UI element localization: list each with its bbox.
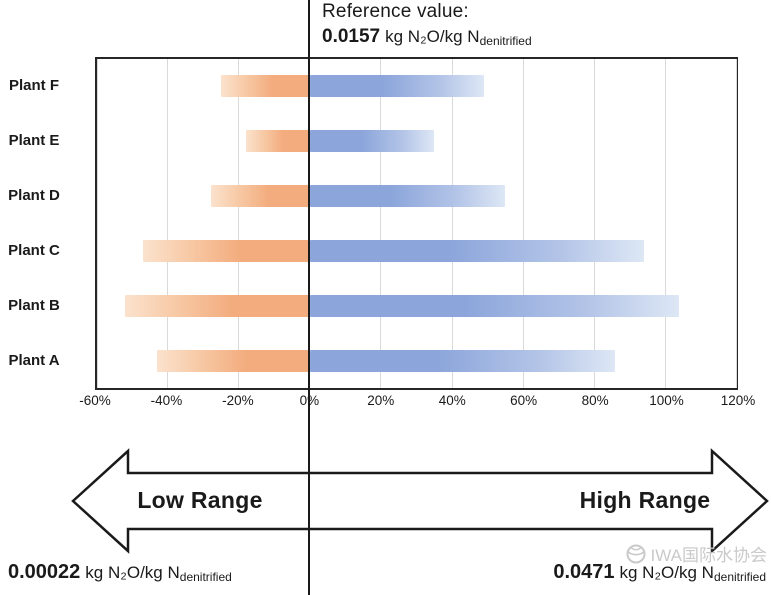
bar-high-plant-a [309,349,616,372]
reference-unit: kg N₂O/kg N [385,27,480,46]
reference-value: 0.0157 [322,26,381,47]
x-tick-label: -20% [222,393,254,408]
reference-line [308,0,310,595]
reference-unit-subscript: denitrified [479,34,532,48]
bar-low-plant-d [210,185,310,208]
low-extreme-value: 0.00022 kg N₂O/kg Ndenitrified [8,561,232,584]
x-axis-labels: -60%-40%-20%0%20%40%60%80%100%120% [79,393,755,411]
x-tick-label: 20% [367,393,395,408]
gridline-40 [451,59,453,388]
bar-high-plant-b [309,294,680,317]
range-arrow-shape [71,448,769,554]
bar-high-plant-c [309,239,644,262]
category-labels: Plant F Plant E Plant D Plant C Plant B Plant… [0,57,70,390]
category-label-plant-d: Plant D [8,187,60,205]
gridline-60 [522,59,524,388]
bar-low-plant-e [246,130,310,153]
low-extreme-number: 0.00022 [8,561,81,583]
x-tick-label: -40% [150,393,183,408]
x-tick-label: 120% [720,393,756,408]
bar-low-plant-f [221,75,310,98]
x-tick-label: 40% [438,393,466,408]
high-extreme-number: 0.0471 [553,561,615,583]
category-label-plant-c: Plant C [8,241,60,259]
watermark-text: IWA国际水协会 [650,546,767,565]
high-extreme-value: 0.0471 kg N₂O/kg Ndenitrified [553,561,766,584]
x-tick-label: 80% [581,393,609,408]
reference-value-line: 0.0157 kg N₂O/kg Ndenitrified [322,26,532,48]
high-extreme-unit: kg N₂O/kg N [619,563,714,582]
bar-high-plant-d [309,185,506,208]
gridline--20 [238,59,240,388]
reference-annotation: Reference value: 0.0157 kg N₂O/kg Ndenitr… [322,1,532,48]
high-extreme-unit-subscript: denitrified [713,570,766,584]
gridline-20 [380,59,382,388]
plot-area [95,57,738,390]
low-extreme-unit-subscript: denitrified [179,570,232,584]
low-extreme-unit: kg N₂O/kg N [85,563,180,582]
x-tick-label: 100% [649,393,684,408]
gridline--40 [167,59,169,388]
bar-high-plant-f [309,75,484,98]
category-label-plant-f: Plant F [8,77,59,95]
low-range-label: Low Range [137,487,263,513]
gridline-80 [593,59,595,388]
category-label-plant-b: Plant B [8,296,60,314]
bar-low-plant-c [143,239,310,262]
bar-high-plant-e [309,130,435,153]
watermark: IWA国际水协会 [625,541,767,566]
iwa-globe-icon [626,544,646,563]
gridline--60 [96,59,98,388]
bar-low-plant-a [157,349,310,372]
category-label-plant-a: Plant A [8,351,60,369]
reference-label: Reference value: [322,1,469,22]
gridline-120 [735,59,737,388]
x-tick-label: 60% [510,393,538,408]
high-range-label: High Range [579,487,711,513]
gridline-100 [664,59,666,388]
category-label-plant-e: Plant E [8,132,60,150]
bar-low-plant-b [125,294,310,317]
x-tick-label: -60% [79,393,111,408]
range-arrow [71,448,769,554]
